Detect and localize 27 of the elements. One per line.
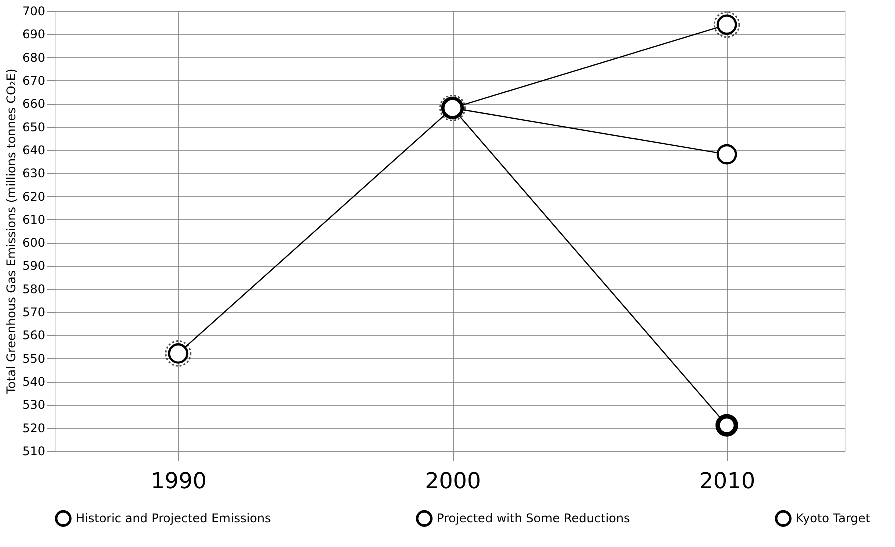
y-tick-label: 650 xyxy=(22,120,46,134)
legend-label: Kyoto Target xyxy=(796,512,871,526)
x-tick-label: 1990 xyxy=(150,470,207,494)
y-tick-label: 570 xyxy=(22,306,46,320)
y-tick-label: 670 xyxy=(22,74,46,88)
legend-label: Projected with Some Reductions xyxy=(437,512,630,526)
y-tick-label: 560 xyxy=(22,328,46,343)
y-tick-label: 530 xyxy=(22,398,46,412)
y-tick-label: 610 xyxy=(22,212,46,227)
y-tick-label: 630 xyxy=(22,166,46,181)
y-tick-label: 700 xyxy=(22,4,46,18)
y-tick-label: 680 xyxy=(22,50,46,65)
y-tick-label: 580 xyxy=(22,282,46,296)
legend-label: Historic and Projected Emissions xyxy=(76,512,272,526)
x-tick-label: 2010 xyxy=(700,470,756,494)
y-tick-label: 540 xyxy=(22,375,46,390)
x-tick-label: 2000 xyxy=(425,470,482,494)
y-tick-label: 620 xyxy=(22,190,46,204)
y-tick-label: 590 xyxy=(22,259,46,274)
y-tick-label: 510 xyxy=(22,444,46,458)
y-tick-label: 660 xyxy=(22,97,46,112)
y-tick-label: 550 xyxy=(22,352,46,366)
y-tick-label: 520 xyxy=(22,421,46,436)
y-tick-label: 600 xyxy=(22,236,46,250)
y-tick-label: 690 xyxy=(22,28,46,42)
y-tick-label: 640 xyxy=(22,143,46,158)
y-axis-title: Total Greenhous Gas Emissions (millions tonnes CO₂E) xyxy=(4,68,19,396)
